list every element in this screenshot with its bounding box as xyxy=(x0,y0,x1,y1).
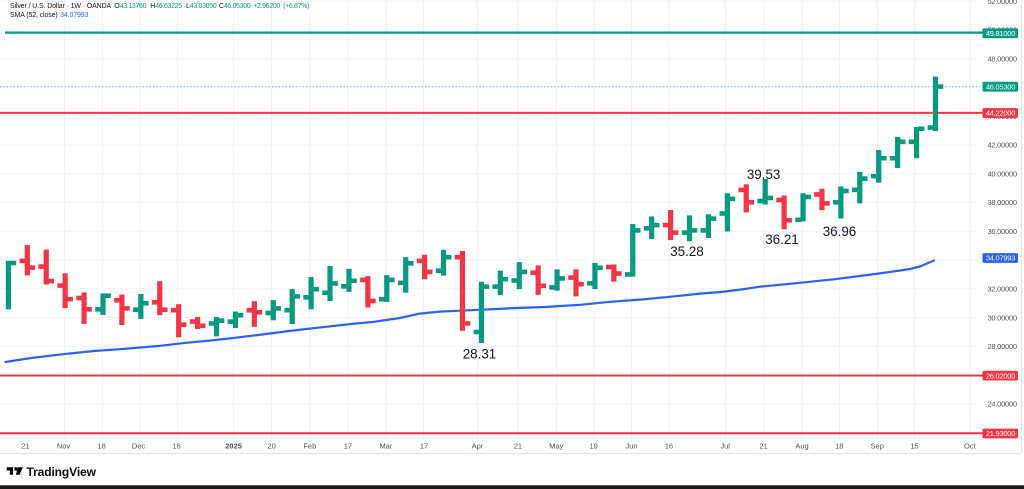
svg-text:18: 18 xyxy=(97,441,105,450)
svg-text:26.02000: 26.02000 xyxy=(986,371,1015,380)
svg-text:Dec: Dec xyxy=(132,441,146,450)
svg-text:19: 19 xyxy=(590,441,598,450)
svg-text:TradingView: TradingView xyxy=(27,465,97,479)
svg-text:Feb: Feb xyxy=(303,441,316,450)
svg-text:Jul: Jul xyxy=(720,441,730,450)
svg-text:Apr: Apr xyxy=(472,441,484,450)
svg-text:28.00000: 28.00000 xyxy=(988,342,1017,351)
svg-text:16: 16 xyxy=(173,441,181,450)
svg-text:21: 21 xyxy=(514,441,522,450)
svg-text:Oct: Oct xyxy=(964,441,977,450)
svg-text:38.00000: 38.00000 xyxy=(988,198,1017,207)
svg-text:Aug: Aug xyxy=(795,441,808,450)
svg-text:39.53: 39.53 xyxy=(747,167,781,182)
svg-text:21: 21 xyxy=(759,441,767,450)
svg-text:17: 17 xyxy=(420,441,428,450)
svg-text:Nov: Nov xyxy=(57,441,71,450)
svg-text:52.00000: 52.00000 xyxy=(988,0,1017,6)
svg-text:Mar: Mar xyxy=(379,441,392,450)
svg-text:36.21: 36.21 xyxy=(765,232,799,247)
svg-text:40.00000: 40.00000 xyxy=(988,170,1017,179)
svg-text:34.07993: 34.07993 xyxy=(986,254,1015,263)
svg-text:42.00000: 42.00000 xyxy=(988,141,1017,150)
svg-text:18: 18 xyxy=(835,441,843,450)
svg-text:49.81000: 49.81000 xyxy=(986,29,1015,38)
svg-text:21.93000: 21.93000 xyxy=(986,429,1015,438)
svg-text:SMA (52, close)34.07993: SMA (52, close) 34.07993 xyxy=(10,12,89,19)
svg-text:30.00000: 30.00000 xyxy=(988,313,1017,322)
svg-text:20: 20 xyxy=(268,441,276,450)
svg-text:2025: 2025 xyxy=(225,441,242,450)
svg-text:28.31: 28.31 xyxy=(463,347,497,362)
svg-text:44.22000: 44.22000 xyxy=(986,109,1015,118)
svg-text:Jun: Jun xyxy=(625,441,637,450)
svg-text:36.96: 36.96 xyxy=(823,224,857,239)
svg-text:21: 21 xyxy=(21,441,29,450)
svg-text:May: May xyxy=(549,441,563,450)
svg-text:35.28: 35.28 xyxy=(670,244,704,259)
svg-text:46.05300: 46.05300 xyxy=(986,82,1015,91)
svg-text:15: 15 xyxy=(910,441,918,450)
svg-text:48.00000: 48.00000 xyxy=(988,54,1017,63)
svg-text:17: 17 xyxy=(344,441,352,450)
svg-text:Sep: Sep xyxy=(871,441,884,450)
svg-text:32.00000: 32.00000 xyxy=(988,285,1017,294)
svg-text:36.00000: 36.00000 xyxy=(988,227,1017,236)
svg-text:16: 16 xyxy=(665,441,673,450)
svg-text:24.00000: 24.00000 xyxy=(988,400,1017,409)
svg-text:Silver / U.S. Dollar · 1W · OA: Silver / U.S. Dollar · 1W · OANDA O43.137… xyxy=(10,3,309,10)
